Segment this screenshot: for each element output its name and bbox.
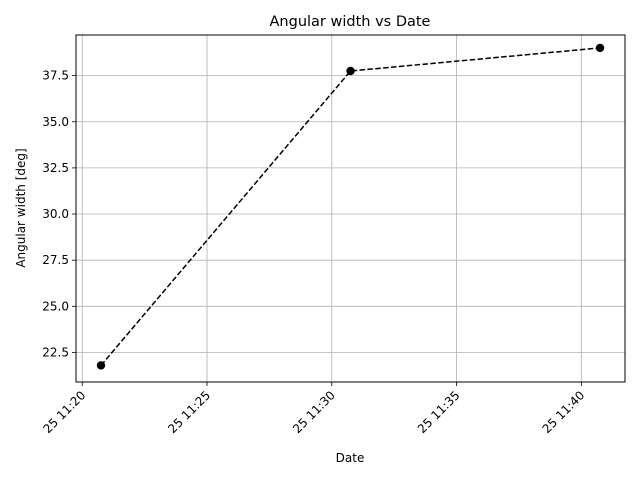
y-axis-label: Angular width [deg]	[14, 148, 28, 267]
x-axis-label: Date	[336, 451, 365, 465]
data-point	[96, 361, 106, 370]
plot-area	[96, 43, 605, 370]
grid	[76, 35, 625, 382]
data-point	[346, 66, 355, 76]
y-ticks: 22.5 25.0 27.5 30.0 32.5 35.0 37.5	[42, 69, 76, 359]
y-tick-label: 35.0	[42, 115, 69, 129]
y-tick-label: 32.5	[42, 161, 69, 175]
plot-frame	[75, 34, 626, 383]
y-tick-label: 25.0	[42, 299, 69, 313]
x-tick-label: 25 11:25	[165, 388, 213, 436]
series-line	[100, 47, 601, 366]
chart-title: Angular width vs Date	[270, 14, 431, 30]
y-tick-label: 37.5	[42, 69, 69, 83]
y-tick-label: 22.5	[42, 345, 69, 359]
data-point	[595, 43, 605, 53]
x-ticks: 25 11:20 25 11:25 25 11:30 25 11:35 25 11:40	[41, 382, 588, 436]
x-tick-label: 25 11:30	[290, 388, 338, 436]
x-tick-label: 25 11:35	[415, 388, 463, 436]
y-tick-label: 30.0	[42, 207, 69, 221]
x-tick-label: 25 11:40	[540, 388, 588, 436]
y-tick-label: 27.5	[42, 253, 69, 267]
x-tick-label: 25 11:20	[41, 388, 89, 436]
